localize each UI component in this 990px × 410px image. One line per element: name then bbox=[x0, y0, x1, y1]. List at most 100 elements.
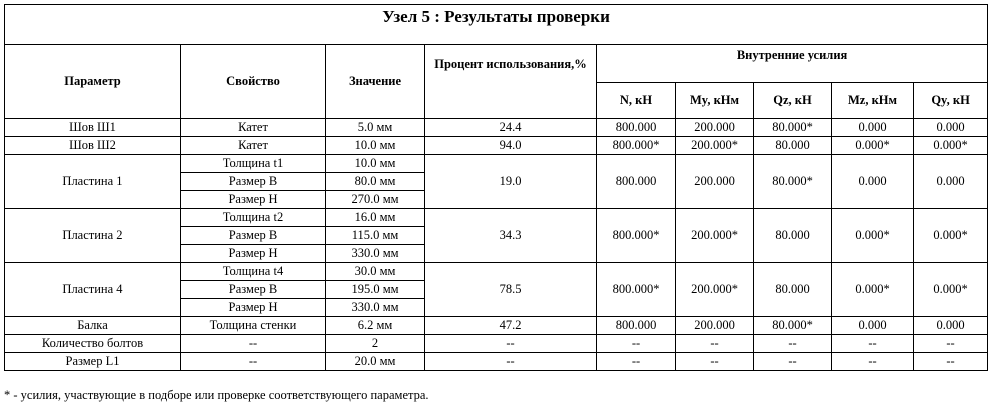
force-cell: 800.000 bbox=[596, 118, 676, 137]
force-cell: -- bbox=[675, 352, 754, 371]
percent-cell: 19.0 bbox=[424, 154, 597, 209]
header-force-1: My, кНм bbox=[675, 82, 754, 119]
force-cell: -- bbox=[753, 352, 832, 371]
force-cell: -- bbox=[675, 334, 754, 353]
force-cell: 200.000* bbox=[675, 208, 754, 263]
table-title: Узел 5 : Результаты проверки bbox=[3, 4, 989, 45]
param-cell: Шов Ш1 bbox=[4, 118, 181, 137]
param-cell: Пластина 1 bbox=[4, 154, 181, 209]
results-table: Узел 5 : Результаты проверки Параметр Св… bbox=[3, 4, 989, 371]
force-cell: -- bbox=[753, 334, 832, 353]
percent-cell: 94.0 bbox=[424, 136, 597, 155]
value-cell: 6.2 мм bbox=[325, 316, 425, 335]
force-cell: 0.000 bbox=[831, 316, 914, 335]
force-cell: 0.000* bbox=[831, 208, 914, 263]
property-cell: Размер B bbox=[180, 172, 326, 191]
header-force-3: Mz, кНм bbox=[831, 82, 914, 119]
value-cell: 30.0 мм bbox=[325, 262, 425, 281]
header-param: Параметр bbox=[4, 44, 181, 119]
force-cell: -- bbox=[912, 334, 989, 353]
force-cell: 80.000 bbox=[753, 136, 832, 155]
property-cell: Толщина t2 bbox=[180, 208, 326, 227]
property-cell: Толщина t1 bbox=[180, 154, 326, 173]
property-cell: -- bbox=[180, 352, 326, 371]
param-cell: Балка bbox=[4, 316, 181, 335]
property-cell: Размер H bbox=[180, 190, 326, 209]
percent-cell: 24.4 bbox=[424, 118, 597, 137]
percent-cell: 47.2 bbox=[424, 316, 597, 335]
force-cell: -- bbox=[596, 334, 676, 353]
property-cell: -- bbox=[180, 334, 326, 353]
force-cell: 0.000* bbox=[912, 208, 989, 263]
force-cell: 80.000* bbox=[753, 154, 832, 209]
value-cell: 10.0 мм bbox=[325, 154, 425, 173]
value-cell: 80.0 мм bbox=[325, 172, 425, 191]
value-cell: 20.0 мм bbox=[325, 352, 425, 371]
value-cell: 115.0 мм bbox=[325, 226, 425, 245]
force-cell: 0.000 bbox=[831, 118, 914, 137]
table-row: Размер B 115.0 мм bbox=[5, 226, 988, 245]
table-row: Пластина 2 Толщина t2 16.0 мм 34.3 800.000* 2… bbox=[4, 208, 989, 263]
force-cell: 0.000* bbox=[831, 262, 914, 317]
force-cell: 800.000 bbox=[596, 154, 676, 209]
value-cell: 16.0 мм bbox=[325, 208, 425, 227]
header-force-4: Qy, кН bbox=[912, 82, 989, 119]
header-forces-group: Внутренние усилия bbox=[595, 44, 989, 83]
header-force-2: Qz, кН bbox=[753, 82, 832, 119]
header-force-0: N, кН bbox=[596, 82, 676, 119]
param-cell: Пластина 4 bbox=[4, 262, 181, 317]
force-cell: -- bbox=[831, 352, 914, 371]
value-cell: 330.0 мм bbox=[325, 244, 425, 263]
property-cell: Размер H bbox=[180, 244, 326, 263]
property-cell: Толщина стенки bbox=[180, 316, 326, 335]
force-cell: 0.000 bbox=[912, 154, 989, 209]
header-property: Свойство bbox=[180, 44, 326, 119]
table-row: Балка Толщина стенки 6.2 мм 47.2 800.000 200.… bbox=[4, 316, 989, 335]
value-cell: 2 bbox=[325, 334, 425, 353]
table-row: Шов Ш1 Катет 5.0 мм 24.4 800.000 200.000 80.00… bbox=[4, 118, 989, 137]
force-cell: 200.000 bbox=[675, 118, 754, 137]
percent-cell: -- bbox=[424, 352, 597, 371]
force-cell: 0.000 bbox=[912, 118, 989, 137]
property-cell: Толщина t4 bbox=[180, 262, 326, 281]
force-cell: 200.000 bbox=[675, 154, 754, 209]
value-cell: 5.0 мм bbox=[325, 118, 425, 137]
table-row: Размер B 195.0 мм bbox=[5, 280, 988, 299]
property-cell: Размер H bbox=[180, 298, 326, 317]
param-cell: Пластина 2 bbox=[4, 208, 181, 263]
force-cell: 80.000 bbox=[753, 208, 832, 263]
force-cell: 0.000* bbox=[912, 262, 989, 317]
value-cell: 330.0 мм bbox=[325, 298, 425, 317]
force-cell: 800.000 bbox=[596, 316, 676, 335]
force-cell: 200.000* bbox=[675, 136, 754, 155]
force-cell: -- bbox=[596, 352, 676, 371]
percent-cell: 34.3 bbox=[424, 208, 597, 263]
percent-cell: 78.5 bbox=[424, 262, 597, 317]
property-cell: Размер B bbox=[180, 226, 326, 245]
footnote: * - усилия, участвующие в подборе или пр… bbox=[4, 388, 429, 402]
force-cell: 0.000 bbox=[831, 154, 914, 209]
table-row: Пластина 1 Толщина t1 10.0 мм 19.0 800.000 20… bbox=[4, 154, 989, 209]
property-cell: Катет bbox=[180, 118, 326, 137]
percent-cell: -- bbox=[424, 334, 597, 353]
force-cell: 80.000* bbox=[753, 316, 832, 335]
force-cell: 0.000* bbox=[831, 136, 914, 155]
force-cell: 800.000* bbox=[596, 208, 676, 263]
table-row: Количество болтов -- 2 -- -- -- -- -- -- bbox=[4, 334, 989, 353]
table-row: Размер L1 -- 20.0 мм -- -- -- -- -- -- bbox=[4, 352, 989, 371]
force-cell: 200.000 bbox=[675, 316, 754, 335]
force-cell: 0.000 bbox=[912, 316, 989, 335]
param-cell: Шов Ш2 bbox=[4, 136, 181, 155]
param-cell: Размер L1 bbox=[4, 352, 181, 371]
force-cell: 200.000* bbox=[675, 262, 754, 317]
force-cell: -- bbox=[831, 334, 914, 353]
value-cell: 270.0 мм bbox=[325, 190, 425, 209]
force-cell: 80.000 bbox=[753, 262, 832, 317]
value-cell: 10.0 мм bbox=[325, 136, 425, 155]
property-cell: Размер B bbox=[180, 280, 326, 299]
table-row: Шов Ш2 Катет 10.0 мм 94.0 800.000* 200.000* 80… bbox=[4, 136, 989, 155]
table-row: Пластина 4 Толщина t4 30.0 мм 78.5 800.000* 2… bbox=[4, 262, 989, 317]
force-cell: 0.000* bbox=[912, 136, 989, 155]
param-cell: Количество болтов bbox=[4, 334, 181, 353]
value-cell: 195.0 мм bbox=[325, 280, 425, 299]
